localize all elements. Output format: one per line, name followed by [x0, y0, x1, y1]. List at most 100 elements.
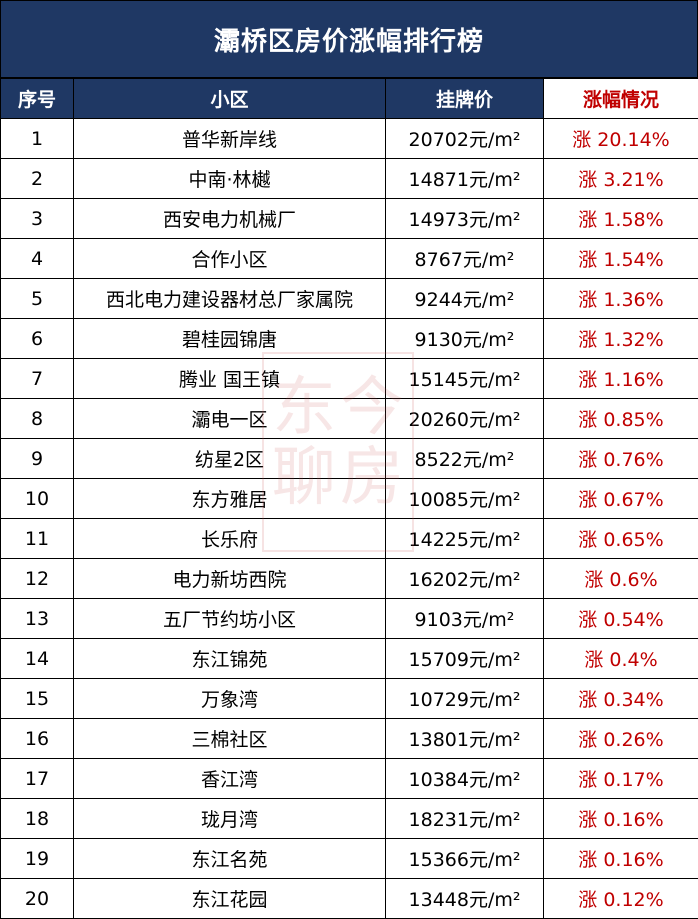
- cell-change: 涨 20.14%: [543, 118, 698, 159]
- cell-change: 涨 1.36%: [543, 278, 698, 319]
- cell-community: 纺星2区: [73, 438, 386, 479]
- cell-community: 三棉社区: [73, 718, 386, 759]
- table-row: 8 灞电一区 20260元/m² 涨 0.85%: [0, 398, 698, 439]
- cell-community: 中南·林樾: [73, 158, 386, 199]
- cell-community: 香江湾: [73, 758, 386, 799]
- cell-community: 西安电力机械厂: [73, 198, 386, 239]
- cell-community: 东方雅居: [73, 478, 386, 519]
- cell-community: 灞电一区: [73, 398, 386, 439]
- cell-change: 涨 0.76%: [543, 438, 698, 479]
- cell-community: 电力新坊西院: [73, 558, 386, 599]
- cell-community: 普华新岸线: [73, 118, 386, 159]
- cell-index: 11: [0, 518, 74, 559]
- cell-price: 14973元/m²: [385, 198, 544, 239]
- cell-change: 涨 0.17%: [543, 758, 698, 799]
- table-row: 7 腾业 国王镇 15145元/m² 涨 1.16%: [0, 358, 698, 399]
- cell-price: 8767元/m²: [385, 238, 544, 279]
- cell-community: 东江名苑: [73, 838, 386, 879]
- table-row: 15 万象湾 10729元/m² 涨 0.34%: [0, 678, 698, 719]
- cell-price: 9103元/m²: [385, 598, 544, 639]
- cell-price: 16202元/m²: [385, 558, 544, 599]
- ranking-table: 序号 小区 挂牌价 涨幅情况 1 普华新岸线 20702元/m² 涨 20.14% 2 中…: [0, 78, 698, 919]
- cell-change: 涨 1.58%: [543, 198, 698, 239]
- cell-change: 涨 0.67%: [543, 478, 698, 519]
- cell-change: 涨 1.32%: [543, 318, 698, 359]
- cell-index: 2: [0, 158, 74, 199]
- cell-price: 10085元/m²: [385, 478, 544, 519]
- cell-change: 涨 1.54%: [543, 238, 698, 279]
- cell-index: 5: [0, 278, 74, 319]
- cell-price: 13448元/m²: [385, 878, 544, 919]
- cell-price: 14225元/m²: [385, 518, 544, 559]
- cell-price: 15709元/m²: [385, 638, 544, 679]
- cell-change: 涨 0.16%: [543, 798, 698, 839]
- cell-change: 涨 0.12%: [543, 878, 698, 919]
- cell-change: 涨 0.4%: [543, 638, 698, 679]
- cell-index: 7: [0, 358, 74, 399]
- table-body: 1 普华新岸线 20702元/m² 涨 20.14% 2 中南·林樾 14871元/m² 涨 …: [0, 118, 698, 919]
- cell-change: 涨 0.26%: [543, 718, 698, 759]
- cell-community: 腾业 国王镇: [73, 358, 386, 399]
- cell-price: 13801元/m²: [385, 718, 544, 759]
- cell-index: 12: [0, 558, 74, 599]
- page-title: 灞桥区房价涨幅排行榜: [0, 0, 698, 78]
- cell-price: 10729元/m²: [385, 678, 544, 719]
- cell-price: 20702元/m²: [385, 118, 544, 159]
- table-row: 17 香江湾 10384元/m² 涨 0.17%: [0, 758, 698, 799]
- cell-index: 18: [0, 798, 74, 839]
- cell-price: 9130元/m²: [385, 318, 544, 359]
- cell-index: 9: [0, 438, 74, 479]
- cell-community: 五厂节约坊小区: [73, 598, 386, 639]
- table-row: 12 电力新坊西院 16202元/m² 涨 0.6%: [0, 558, 698, 599]
- cell-price: 8522元/m²: [385, 438, 544, 479]
- table-header: 序号 小区 挂牌价 涨幅情况: [0, 78, 698, 119]
- cell-price: 10384元/m²: [385, 758, 544, 799]
- cell-index: 15: [0, 678, 74, 719]
- cell-community: 西北电力建设器材总厂家属院: [73, 278, 386, 319]
- cell-community: 东江花园: [73, 878, 386, 919]
- header-price: 挂牌价: [385, 78, 544, 119]
- cell-price: 18231元/m²: [385, 798, 544, 839]
- header-change: 涨幅情况: [543, 78, 698, 119]
- cell-community: 长乐府: [73, 518, 386, 559]
- table-row: 6 碧桂园锦唐 9130元/m² 涨 1.32%: [0, 318, 698, 359]
- cell-change: 涨 0.85%: [543, 398, 698, 439]
- cell-change: 涨 0.65%: [543, 518, 698, 559]
- table-row: 19 东江名苑 15366元/m² 涨 0.16%: [0, 838, 698, 879]
- cell-price: 15145元/m²: [385, 358, 544, 399]
- table-row: 4 合作小区 8767元/m² 涨 1.54%: [0, 238, 698, 279]
- cell-index: 3: [0, 198, 74, 239]
- table-row: 13 五厂节约坊小区 9103元/m² 涨 0.54%: [0, 598, 698, 639]
- cell-price: 14871元/m²: [385, 158, 544, 199]
- table-row: 14 东江锦苑 15709元/m² 涨 0.4%: [0, 638, 698, 679]
- cell-index: 8: [0, 398, 74, 439]
- cell-price: 9244元/m²: [385, 278, 544, 319]
- cell-index: 19: [0, 838, 74, 879]
- table-row: 11 长乐府 14225元/m² 涨 0.65%: [0, 518, 698, 559]
- cell-change: 涨 3.21%: [543, 158, 698, 199]
- cell-community: 珑月湾: [73, 798, 386, 839]
- cell-community: 万象湾: [73, 678, 386, 719]
- cell-index: 20: [0, 878, 74, 919]
- table-row: 3 西安电力机械厂 14973元/m² 涨 1.58%: [0, 198, 698, 239]
- header-row: 序号 小区 挂牌价 涨幅情况: [0, 78, 698, 119]
- cell-price: 20260元/m²: [385, 398, 544, 439]
- cell-community: 碧桂园锦唐: [73, 318, 386, 359]
- table-row: 2 中南·林樾 14871元/m² 涨 3.21%: [0, 158, 698, 199]
- cell-community: 合作小区: [73, 238, 386, 279]
- cell-index: 1: [0, 118, 74, 159]
- cell-index: 4: [0, 238, 74, 279]
- table-row: 18 珑月湾 18231元/m² 涨 0.16%: [0, 798, 698, 839]
- cell-change: 涨 0.16%: [543, 838, 698, 879]
- cell-change: 涨 0.34%: [543, 678, 698, 719]
- cell-change: 涨 1.16%: [543, 358, 698, 399]
- table-row: 16 三棉社区 13801元/m² 涨 0.26%: [0, 718, 698, 759]
- table-row: 5 西北电力建设器材总厂家属院 9244元/m² 涨 1.36%: [0, 278, 698, 319]
- cell-index: 17: [0, 758, 74, 799]
- table-row: 9 纺星2区 8522元/m² 涨 0.76%: [0, 438, 698, 479]
- cell-index: 6: [0, 318, 74, 359]
- cell-index: 10: [0, 478, 74, 519]
- cell-change: 涨 0.54%: [543, 598, 698, 639]
- cell-index: 13: [0, 598, 74, 639]
